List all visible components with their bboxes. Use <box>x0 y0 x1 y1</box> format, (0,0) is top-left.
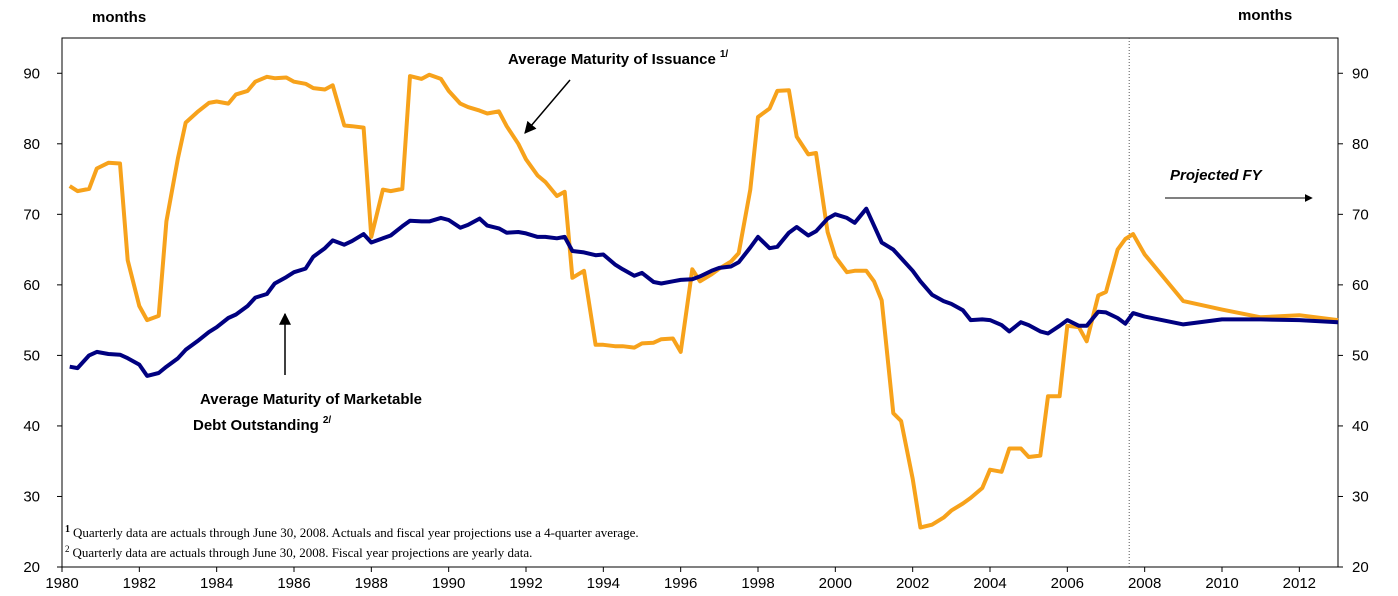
arrow <box>524 79 571 134</box>
y2-tick-label: 50 <box>1352 347 1369 364</box>
footnote-text: Quarterly data are actuals through June … <box>73 525 639 540</box>
y-axis-label: months <box>92 9 146 26</box>
y2-axis-label: months <box>1238 7 1292 24</box>
annotation-text: Average Maturity of Issuance <box>508 51 716 68</box>
footnote-marker: 1 <box>65 524 70 535</box>
footnote: 2 Quarterly data are actuals through June… <box>65 544 532 560</box>
y-tick-label: 70 <box>23 206 40 223</box>
x-tick-label: 2002 <box>896 575 929 592</box>
y-tick-label: 40 <box>23 418 40 435</box>
y2-tick-label: 40 <box>1352 418 1369 435</box>
y-tick-label: 20 <box>23 559 40 576</box>
x-tick-label: 2010 <box>1205 575 1238 592</box>
x-tick-label: 1980 <box>45 575 78 592</box>
series-line <box>68 72 1339 530</box>
footnote: 1 Quarterly data are actuals through June… <box>65 524 639 540</box>
x-tick-label: 2006 <box>1051 575 1084 592</box>
x-tick-label: 2004 <box>973 575 1006 592</box>
x-tick-label: 1998 <box>741 575 774 592</box>
x-tick-label: 1992 <box>509 575 542 592</box>
footnote-marker: 2 <box>65 544 70 554</box>
y-tick-label: 30 <box>23 488 40 505</box>
x-tick-label: 1986 <box>277 575 310 592</box>
y-tick-label: 60 <box>23 277 40 294</box>
x-tick-label: 1990 <box>432 575 465 592</box>
y2-tick-label: 90 <box>1352 65 1369 82</box>
annotation: Average Maturity of Marketable <box>200 391 422 408</box>
y-tick-label: 50 <box>23 347 40 364</box>
annotation: Projected FY <box>1170 167 1264 184</box>
x-tick-label: 1996 <box>664 575 697 592</box>
annotation: Debt Outstanding 2/ <box>193 415 331 434</box>
y2-tick-label: 70 <box>1352 206 1369 223</box>
x-tick-label: 1994 <box>587 575 620 592</box>
y-tick-label: 90 <box>23 65 40 82</box>
y2-tick-label: 80 <box>1352 136 1369 153</box>
y2-tick-label: 20 <box>1352 559 1369 576</box>
y2-tick-label: 30 <box>1352 488 1369 505</box>
x-tick-label: 2012 <box>1283 575 1316 592</box>
annotation-text: Debt Outstanding <box>193 417 319 434</box>
x-tick-label: 2000 <box>819 575 852 592</box>
y2-tick-label: 60 <box>1352 277 1369 294</box>
plot-frame <box>61 37 1339 568</box>
annotation-sup: 1/ <box>720 49 729 60</box>
annotation: Average Maturity of Issuance 1/ <box>508 49 728 68</box>
x-tick-label: 1982 <box>123 575 156 592</box>
x-tick-label: 2008 <box>1128 575 1161 592</box>
x-tick-label: 1988 <box>355 575 388 592</box>
series-line <box>69 206 1339 378</box>
y-tick-label: 80 <box>23 136 40 153</box>
footnote-text: Quarterly data are actuals through June … <box>73 545 533 560</box>
annotation-sup: 2/ <box>323 415 332 426</box>
x-tick-label: 1984 <box>200 575 233 592</box>
